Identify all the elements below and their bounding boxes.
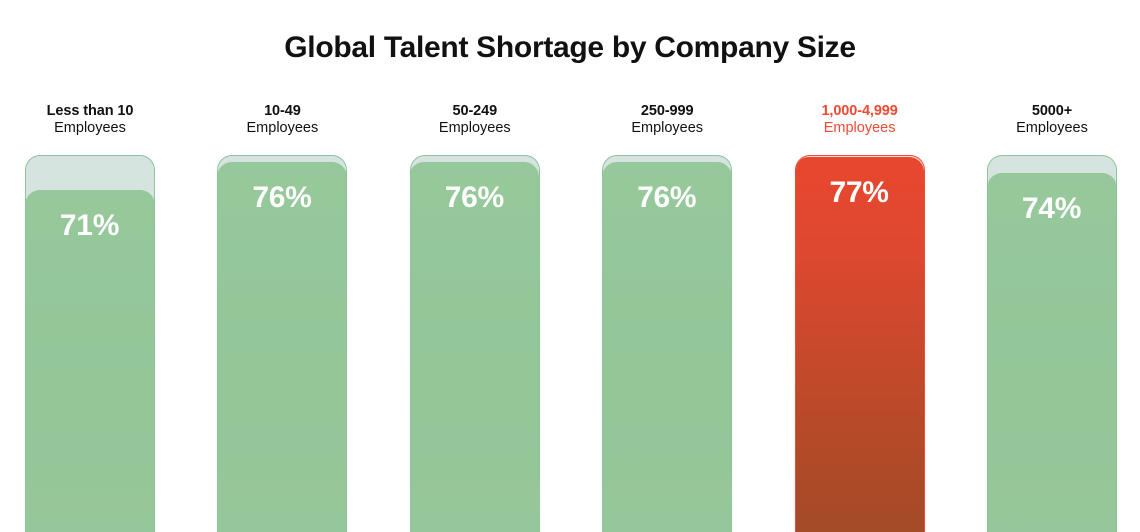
bar-category-range: Less than 10 bbox=[46, 103, 134, 119]
bar-group[interactable]: 5000+ Employees 74% bbox=[987, 0, 1117, 532]
bar-category-label: 50-249 Employees bbox=[379, 103, 571, 136]
bar-category-label: 10-49 Employees bbox=[186, 103, 378, 136]
bar-track: 76% bbox=[217, 155, 348, 532]
bar-category-sublabel: Employees bbox=[1016, 119, 1088, 136]
bar-category-sublabel: Employees bbox=[823, 119, 896, 136]
bar-category-sublabel: Employees bbox=[438, 119, 511, 136]
bar-value-label: 77% bbox=[829, 175, 889, 209]
bar-category-range: 50-249 bbox=[452, 103, 498, 119]
bar-value-label: 74% bbox=[1021, 192, 1082, 226]
bar-fill: 71% bbox=[26, 189, 154, 532]
bar-track: 77% bbox=[794, 155, 925, 532]
bar-track: 74% bbox=[987, 155, 1117, 532]
page-title: Global Talent Shortage by Company Size bbox=[284, 31, 856, 64]
bar-track: 76% bbox=[602, 155, 733, 532]
bar-group[interactable]: 250-999 Employees 76% bbox=[602, 0, 733, 532]
bar-value-label: 76% bbox=[637, 181, 697, 215]
bar-category-sublabel: Employees bbox=[246, 119, 319, 136]
bar-category-range: 5000+ bbox=[1031, 103, 1073, 119]
bar-group[interactable]: 50-249 Employees 76% bbox=[409, 0, 540, 532]
bar-track: 76% bbox=[409, 155, 540, 532]
bar-category-range: 10-49 bbox=[264, 103, 301, 119]
bar-category-label: 250-999 Employees bbox=[571, 103, 763, 136]
bar-category-sublabel: Employees bbox=[54, 119, 126, 136]
bar-category-range: 1,000-4,999 bbox=[821, 103, 898, 119]
bar-category-sublabel: Employees bbox=[631, 119, 704, 136]
bar-track: 71% bbox=[25, 155, 155, 532]
bar-category-label: Less than 10 Employees bbox=[0, 103, 186, 136]
bar-group[interactable]: 1,000-4,999 Employees 77% bbox=[794, 0, 925, 532]
bar-category-range: 250-999 bbox=[640, 103, 694, 119]
bar-category-label: 1,000-4,999 Employees bbox=[764, 103, 956, 136]
bar-fill: 77% bbox=[795, 156, 924, 532]
bar-fill: 76% bbox=[218, 162, 347, 532]
bar-value-label: 71% bbox=[59, 208, 120, 242]
bar-value-label: 76% bbox=[444, 181, 504, 215]
bar-category-label: 5000+ Employees bbox=[956, 103, 1140, 136]
bar-fill: 76% bbox=[603, 162, 732, 532]
bar-fill: 76% bbox=[410, 162, 539, 532]
bar-fill: 74% bbox=[988, 173, 1116, 532]
bar-group[interactable]: Less than 10 Employees 71% bbox=[25, 0, 155, 532]
bar-group[interactable]: 10-49 Employees 76% bbox=[217, 0, 348, 532]
bar-value-label: 76% bbox=[252, 181, 312, 215]
